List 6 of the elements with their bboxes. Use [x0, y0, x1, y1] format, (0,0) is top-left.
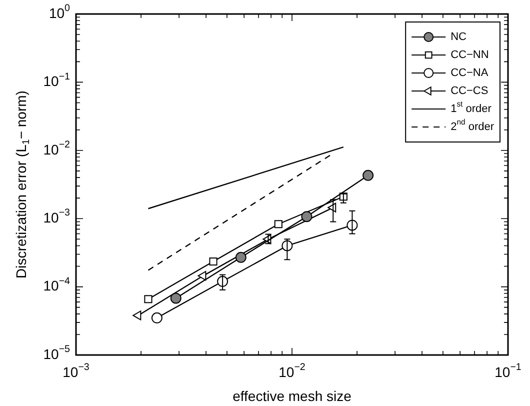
- y-axis-title: Discretization error (L1− norm): [12, 90, 32, 278]
- legend-label: CC−NA: [450, 67, 489, 80]
- x-axis-title: effective mesh size: [232, 388, 352, 404]
- legend-label: NC: [450, 31, 467, 44]
- legend-label: CC−CS: [450, 85, 488, 98]
- legend-label: CC−NN: [450, 49, 489, 62]
